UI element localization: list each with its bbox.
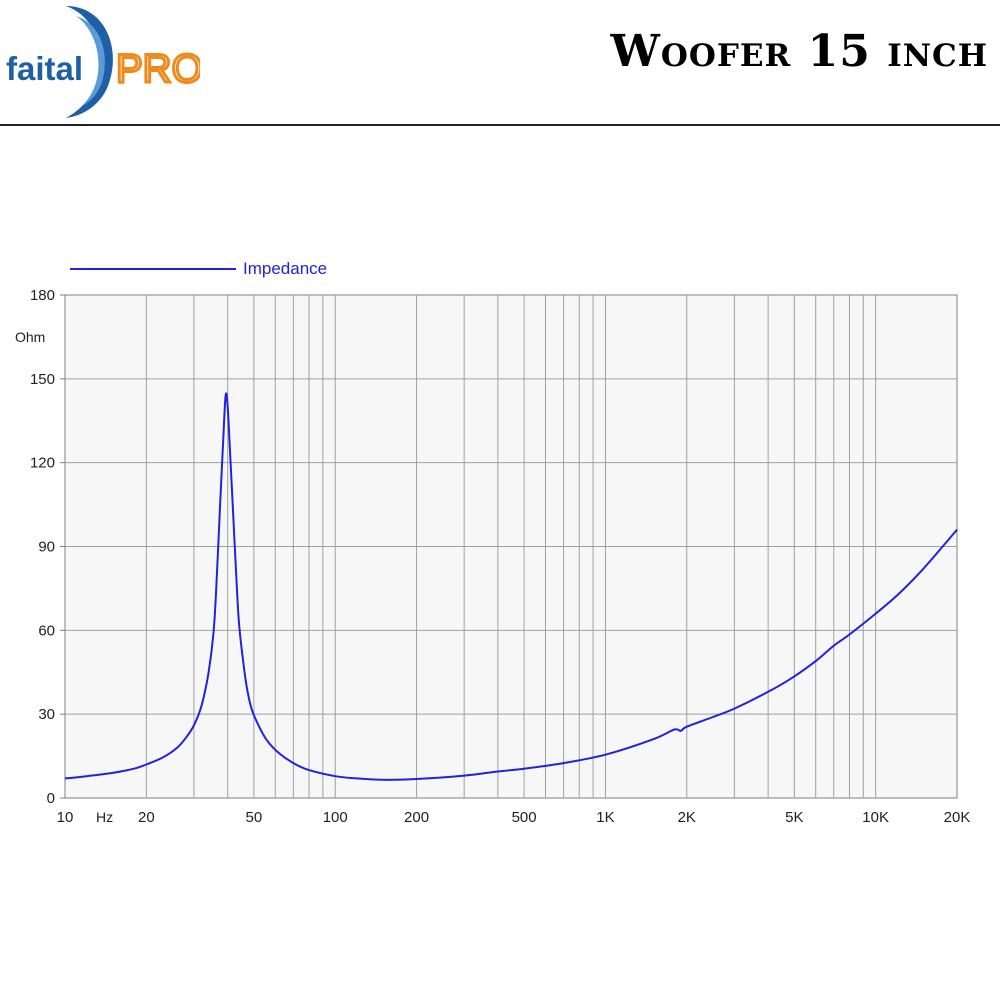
y-tick-label: 150 (30, 371, 55, 388)
x-tick-label: 200 (404, 809, 429, 826)
x-tick-label: 5K (785, 809, 803, 826)
x-tick-label: 2K (678, 809, 696, 826)
legend-label: Impedance (243, 259, 327, 278)
y-tick-label: 30 (38, 706, 55, 723)
logo-pro-text: PRO (116, 47, 200, 91)
x-axis-ticks: 10 20 50 100 200 500 1K 2K 5K 10K 20K (57, 809, 971, 826)
y-tick-label: 60 (38, 622, 55, 639)
x-tick-label: 10 (57, 809, 74, 826)
y-tick-label: 90 (38, 539, 55, 556)
page-title: Woofer 15 inch (610, 26, 988, 77)
x-tick-label: 50 (246, 809, 263, 826)
x-tick-label: 100 (323, 809, 348, 826)
y-tick-label: 120 (30, 455, 55, 472)
header: faital PRO Woofer 15 inch (0, 0, 1000, 126)
logo-swoosh-light (76, 16, 105, 106)
x-tick-label: 500 (512, 809, 537, 826)
logo-swoosh-dark (66, 6, 113, 118)
impedance-chart: Impedance Ohm Hz 0 30 60 90 120 150 180 10 20 50… (15, 259, 971, 826)
x-tick-label: 20K (944, 809, 971, 826)
x-tick-label: 1K (596, 809, 614, 826)
y-unit-label: Ohm (15, 329, 45, 345)
faital-pro-logo: faital PRO (6, 6, 200, 118)
y-tick-label: 0 (47, 790, 55, 807)
legend: Impedance (70, 259, 327, 278)
series-line-impedance (64, 392, 958, 781)
grid-lines (65, 295, 957, 798)
x-tick-label: 10K (862, 809, 889, 826)
x-tick-label: 20 (138, 809, 155, 826)
logo-faital-text: faital (6, 50, 83, 87)
x-unit-label: Hz (96, 809, 113, 825)
y-tick-label: 180 (30, 287, 55, 304)
y-axis-ticks: 0 30 60 90 120 150 180 (30, 287, 65, 807)
